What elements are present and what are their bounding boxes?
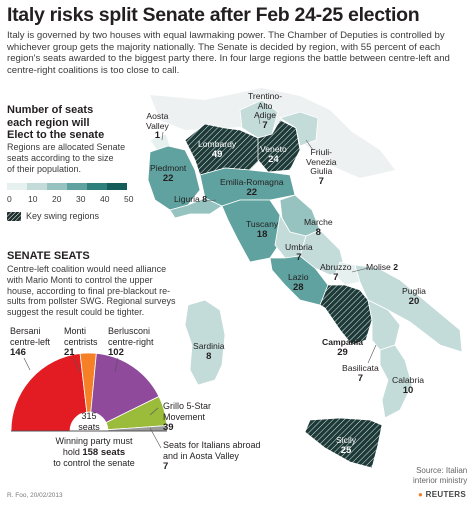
reuters-logo: ● REUTERS: [418, 490, 466, 499]
label-umbria: Umbria 7: [285, 242, 313, 263]
pie-label-abroad: Seats for Italians abroad and in Aosta Va…: [163, 440, 261, 472]
legend-tick: 40: [100, 194, 110, 204]
label-liguria: Liguria 8: [174, 194, 207, 204]
region-campania: [319, 284, 373, 346]
legend-note: Regions are allocated Senate seats accor…: [7, 142, 126, 174]
legend-tick: 50: [124, 194, 134, 204]
region-tuscany: [221, 199, 283, 263]
credit: R. Foo, 20/02/2013: [7, 492, 63, 499]
label-friuli: Friuli- Venezia Giulia 7: [306, 147, 337, 187]
intro-text: Italy is governed by two houses with equ…: [7, 30, 450, 76]
label-basilicata: Basilicata 7: [342, 363, 379, 384]
majority-note: Winning party must hold 158 seats to con…: [53, 436, 135, 468]
legend-heading: Number of seats each region will Elect t…: [7, 104, 105, 141]
label-piedmont: Piedmont 22: [150, 163, 187, 184]
pie-label-grillo: Grillo 5-Star Movement 39: [163, 401, 212, 433]
pie-label-berlusconi: Berlusconi centre-right 102: [108, 326, 154, 358]
label-trentino: Trentino- Alto Adige 7: [248, 91, 283, 131]
pie-leader-line: [149, 407, 159, 416]
swing-hatch-swatch: [7, 212, 21, 221]
pie-slice: [10, 353, 88, 432]
label-veneto: Veneto 24: [260, 144, 287, 165]
pie-label-monti: Monti centrists 21: [64, 326, 98, 358]
region-liguria: [169, 197, 223, 219]
pie-leader-line: [114, 357, 119, 373]
label-tuscany: Tuscany 18: [246, 219, 279, 240]
region-molise: [334, 261, 361, 286]
region-veneto: [257, 119, 301, 173]
legend-tick: 0: [7, 194, 12, 204]
legend-tick: 20: [52, 194, 62, 204]
pie-leader-line: [23, 357, 31, 371]
page-title: Italy risks split Senate after Feb 24-25…: [7, 4, 420, 26]
reuters-logo-icon: ●: [418, 490, 424, 499]
label-sicily: Sicily 25: [336, 435, 357, 456]
pie-slice: [90, 352, 160, 424]
label-campania: Campania 29: [322, 337, 364, 358]
region-calabria: [379, 344, 413, 419]
region-puglia: [354, 264, 463, 353]
legend-tick: 30: [76, 194, 86, 204]
region-sardinia: [184, 299, 226, 386]
swing-label: Key swing regions: [26, 211, 100, 221]
senate-text: Centre-left coalition would need allianc…: [7, 264, 176, 318]
label-sardinia: Sardinia 8: [193, 341, 225, 362]
source-note: Source: Italian interior ministry: [413, 466, 468, 485]
pie-leader-line: [149, 427, 162, 449]
label-puglia: Puglia 20: [402, 286, 426, 307]
label-abruzzo: Abruzzo 7: [320, 262, 352, 283]
pie-total: 315 seats: [78, 411, 100, 432]
label-lazio: Lazio 28: [288, 272, 309, 293]
label-lombardy: Lombardy 49: [198, 139, 237, 160]
legend-tick: 10: [28, 194, 38, 204]
label-calabria: Calabria 10: [392, 375, 425, 396]
region-sicily: [304, 417, 383, 469]
label-molise: Molise 2: [366, 262, 399, 272]
pie-label-bersani: Bersani centre-left 146: [10, 326, 51, 358]
senate-heading: SENATE SEATS: [7, 250, 90, 262]
label-emilia: Emilia-Romagna 22: [220, 177, 284, 198]
seat-color-scale: [7, 183, 127, 190]
label-aosta: Aosta Valley 1: [146, 111, 169, 142]
label-marche: Marche 8: [304, 217, 333, 238]
pie-leader-line: [72, 357, 81, 373]
region-piedmont: [147, 145, 201, 211]
region-friuli: [279, 111, 319, 147]
